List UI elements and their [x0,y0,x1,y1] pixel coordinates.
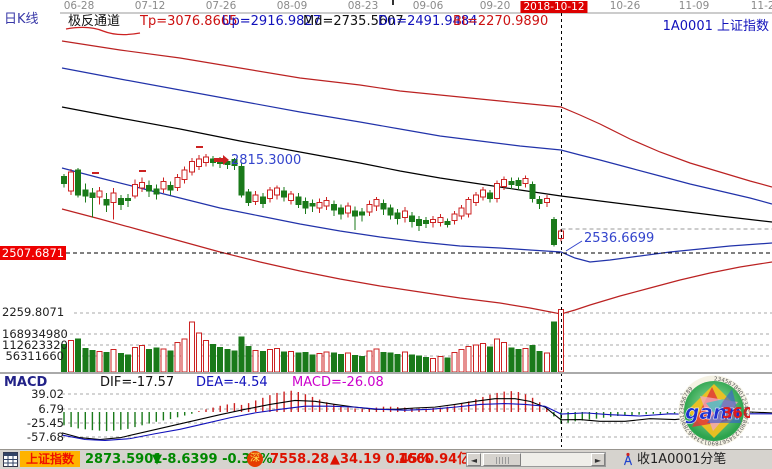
horizontal-scrollbar[interactable]: ◄ ► [466,452,606,467]
date-label: 06-28 [63,0,95,12]
candlesticks [61,153,564,247]
indicator-md: Md=2735.5607 [303,14,404,29]
date-label-current: 2018-10-12 [520,1,588,13]
macd-axis-value: 39.02 [31,387,64,401]
quote-table-icon[interactable] [3,452,18,469]
date-label: 11-09 [678,0,710,12]
indicator-name: 极反通道 [68,14,121,29]
scroll-left-arrow[interactable]: ◄ [467,453,481,466]
status-bar: 上证指数 2873.5901 ▼-8.6399 -0.30% 深 7558.28… [0,449,772,469]
scroll-right-arrow[interactable]: ► [591,453,605,466]
gann360-logo: gann 360 2345678901234567890123456789012… [678,375,753,447]
date-label: 11-23 [750,0,772,12]
indicator-bt: Bt=2270.9890 [453,14,549,29]
crosshair-cursor [66,13,772,447]
period-label: 日K线 [4,12,39,27]
index-change: ▼-8.6399 -0.30% [152,452,273,467]
volume-bars [61,308,564,373]
panel-separator [0,372,772,374]
indicator-up: Up=2916.9827 [222,14,321,29]
macd-macd-value: MACD=-26.08 [292,375,384,390]
tick-data-icon [622,452,634,469]
channel-price-label: 2536.6699 [584,231,655,246]
macd-axis-value: 6.79 [38,402,64,416]
date-label: 07-26 [205,0,237,12]
sz-index-change: ▲34.19 0.45% [330,452,431,467]
logo-text-360: 360 [722,404,750,422]
date-label: 08-09 [276,0,308,12]
tick-data-label: 收1A0001分笔 [637,452,727,467]
kline-chart-canvas[interactable] [0,0,772,448]
market-badge-shenzhen[interactable]: 深 [247,451,263,467]
turnover-amount: 1660.94亿 [398,452,471,467]
macd-title: MACD [4,375,48,390]
volume-axis-value: 56311660 [5,349,64,363]
date-label: 09-06 [412,0,444,12]
macd-panel [61,390,772,441]
macd-axis-value: -25.45 [26,416,64,430]
date-label: 08-23 [347,0,379,12]
indicator-tp: Tp=3076.8665 [140,14,238,29]
date-label: 10-26 [609,0,641,12]
scroll-thumb[interactable] [483,453,521,466]
macd-dif-value: DIF=-17.57 [100,375,175,390]
logo-text-gann: gann [685,400,741,424]
indicator-dn: Dn=2491.9484 [378,14,478,29]
date-label: 07-12 [134,0,166,12]
channel-lines [61,26,772,315]
logo-triangle-cyan [706,399,724,417]
macd-axis-value: -57.68 [26,430,64,444]
volume-axis-value: 112623320 [2,338,68,352]
close-price-tag: 2507.6871 [0,246,66,260]
low-price-label: 2259.8071 [2,305,65,319]
macd-dea-value: DEA=-4.54 [196,375,268,390]
sz-index-value: 7558.28 [270,452,330,467]
index-price: 2873.5901 [85,452,163,467]
date-label: 09-20 [479,0,511,12]
peak-price-label: 2815.3000 [231,153,302,168]
symbol-label: 1A0001 上证指数 [662,19,769,34]
grid-lines [60,0,772,438]
signal-markers [92,146,583,252]
market-badge-shanghai[interactable]: 上证指数 [20,451,80,467]
volume-axis-value: 168934980 [2,327,68,341]
